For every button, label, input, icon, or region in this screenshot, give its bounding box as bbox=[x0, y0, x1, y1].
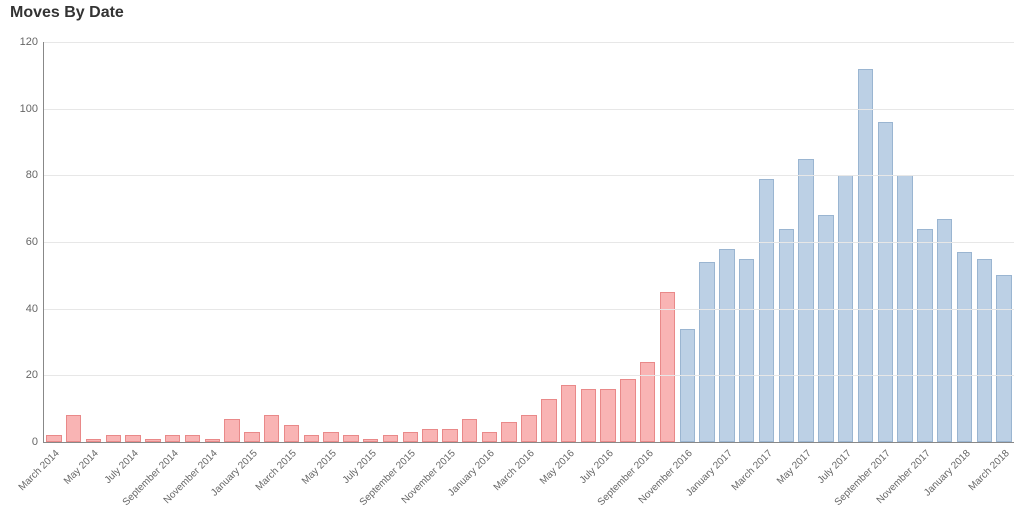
grid-line bbox=[44, 309, 1014, 310]
bar[interactable] bbox=[581, 389, 596, 442]
chart-plot-area: March 2014May 2014July 2014September 201… bbox=[43, 42, 1014, 443]
bar[interactable] bbox=[937, 219, 952, 442]
bar[interactable] bbox=[284, 425, 299, 442]
bar[interactable] bbox=[779, 229, 794, 442]
bar[interactable] bbox=[600, 389, 615, 442]
bar[interactable] bbox=[244, 432, 259, 442]
x-tick-label: July 2014 bbox=[103, 448, 141, 486]
bar[interactable] bbox=[957, 252, 972, 442]
bar[interactable] bbox=[442, 429, 457, 442]
x-tick-label: May 2017 bbox=[775, 448, 814, 487]
bar[interactable] bbox=[363, 439, 378, 442]
x-tick-label: May 2014 bbox=[62, 448, 101, 487]
bar[interactable] bbox=[106, 435, 121, 442]
x-tick-label: March 2015 bbox=[254, 448, 299, 493]
x-tick-label: May 2015 bbox=[300, 448, 339, 487]
bar[interactable] bbox=[165, 435, 180, 442]
x-tick-label: March 2018 bbox=[967, 448, 1012, 493]
x-tick-label: July 2017 bbox=[815, 448, 853, 486]
bar[interactable] bbox=[660, 292, 675, 442]
bar[interactable] bbox=[917, 229, 932, 442]
bar[interactable] bbox=[304, 435, 319, 442]
chart-title: Moves By Date bbox=[10, 4, 124, 22]
grid-line bbox=[44, 242, 1014, 243]
bar[interactable] bbox=[422, 429, 437, 442]
bar[interactable] bbox=[719, 249, 734, 442]
bar[interactable] bbox=[66, 415, 81, 442]
bar[interactable] bbox=[798, 159, 813, 442]
x-tick-label: July 2016 bbox=[578, 448, 616, 486]
x-tick-label: March 2014 bbox=[17, 448, 62, 493]
bar[interactable] bbox=[818, 215, 833, 442]
bar[interactable] bbox=[977, 259, 992, 442]
bar[interactable] bbox=[541, 399, 556, 442]
bar[interactable] bbox=[86, 439, 101, 442]
bar[interactable] bbox=[680, 329, 695, 442]
bar[interactable] bbox=[501, 422, 516, 442]
bar[interactable] bbox=[185, 435, 200, 442]
bar[interactable] bbox=[462, 419, 477, 442]
bar[interactable] bbox=[205, 439, 220, 442]
bar[interactable] bbox=[383, 435, 398, 442]
bar[interactable] bbox=[343, 435, 358, 442]
x-tick-label: March 2016 bbox=[492, 448, 537, 493]
bar[interactable] bbox=[699, 262, 714, 442]
bar[interactable] bbox=[759, 179, 774, 442]
grid-line bbox=[44, 109, 1014, 110]
bar[interactable] bbox=[878, 122, 893, 442]
bar[interactable] bbox=[145, 439, 160, 442]
grid-line bbox=[44, 175, 1014, 176]
y-tick-label: 20 bbox=[26, 369, 38, 381]
bar[interactable] bbox=[323, 432, 338, 442]
bar[interactable] bbox=[858, 69, 873, 442]
bar[interactable] bbox=[640, 362, 655, 442]
bar[interactable] bbox=[224, 419, 239, 442]
grid-line bbox=[44, 375, 1014, 376]
bar[interactable] bbox=[46, 435, 61, 442]
bar[interactable] bbox=[482, 432, 497, 442]
y-tick-label: 40 bbox=[26, 303, 38, 315]
y-tick-label: 80 bbox=[26, 169, 38, 181]
y-tick-label: 0 bbox=[32, 436, 38, 448]
bar[interactable] bbox=[620, 379, 635, 442]
y-tick-label: 120 bbox=[20, 36, 38, 48]
y-tick-label: 60 bbox=[26, 236, 38, 248]
x-tick-label: March 2017 bbox=[729, 448, 774, 493]
bar[interactable] bbox=[125, 435, 140, 442]
grid-line bbox=[44, 42, 1014, 43]
x-tick-label: July 2015 bbox=[340, 448, 378, 486]
bar[interactable] bbox=[996, 275, 1011, 442]
y-tick-label: 100 bbox=[20, 103, 38, 115]
bar[interactable] bbox=[561, 385, 576, 442]
bar[interactable] bbox=[739, 259, 754, 442]
x-tick-label: May 2016 bbox=[538, 448, 577, 487]
bar[interactable] bbox=[403, 432, 418, 442]
bar[interactable] bbox=[521, 415, 536, 442]
bar[interactable] bbox=[264, 415, 279, 442]
